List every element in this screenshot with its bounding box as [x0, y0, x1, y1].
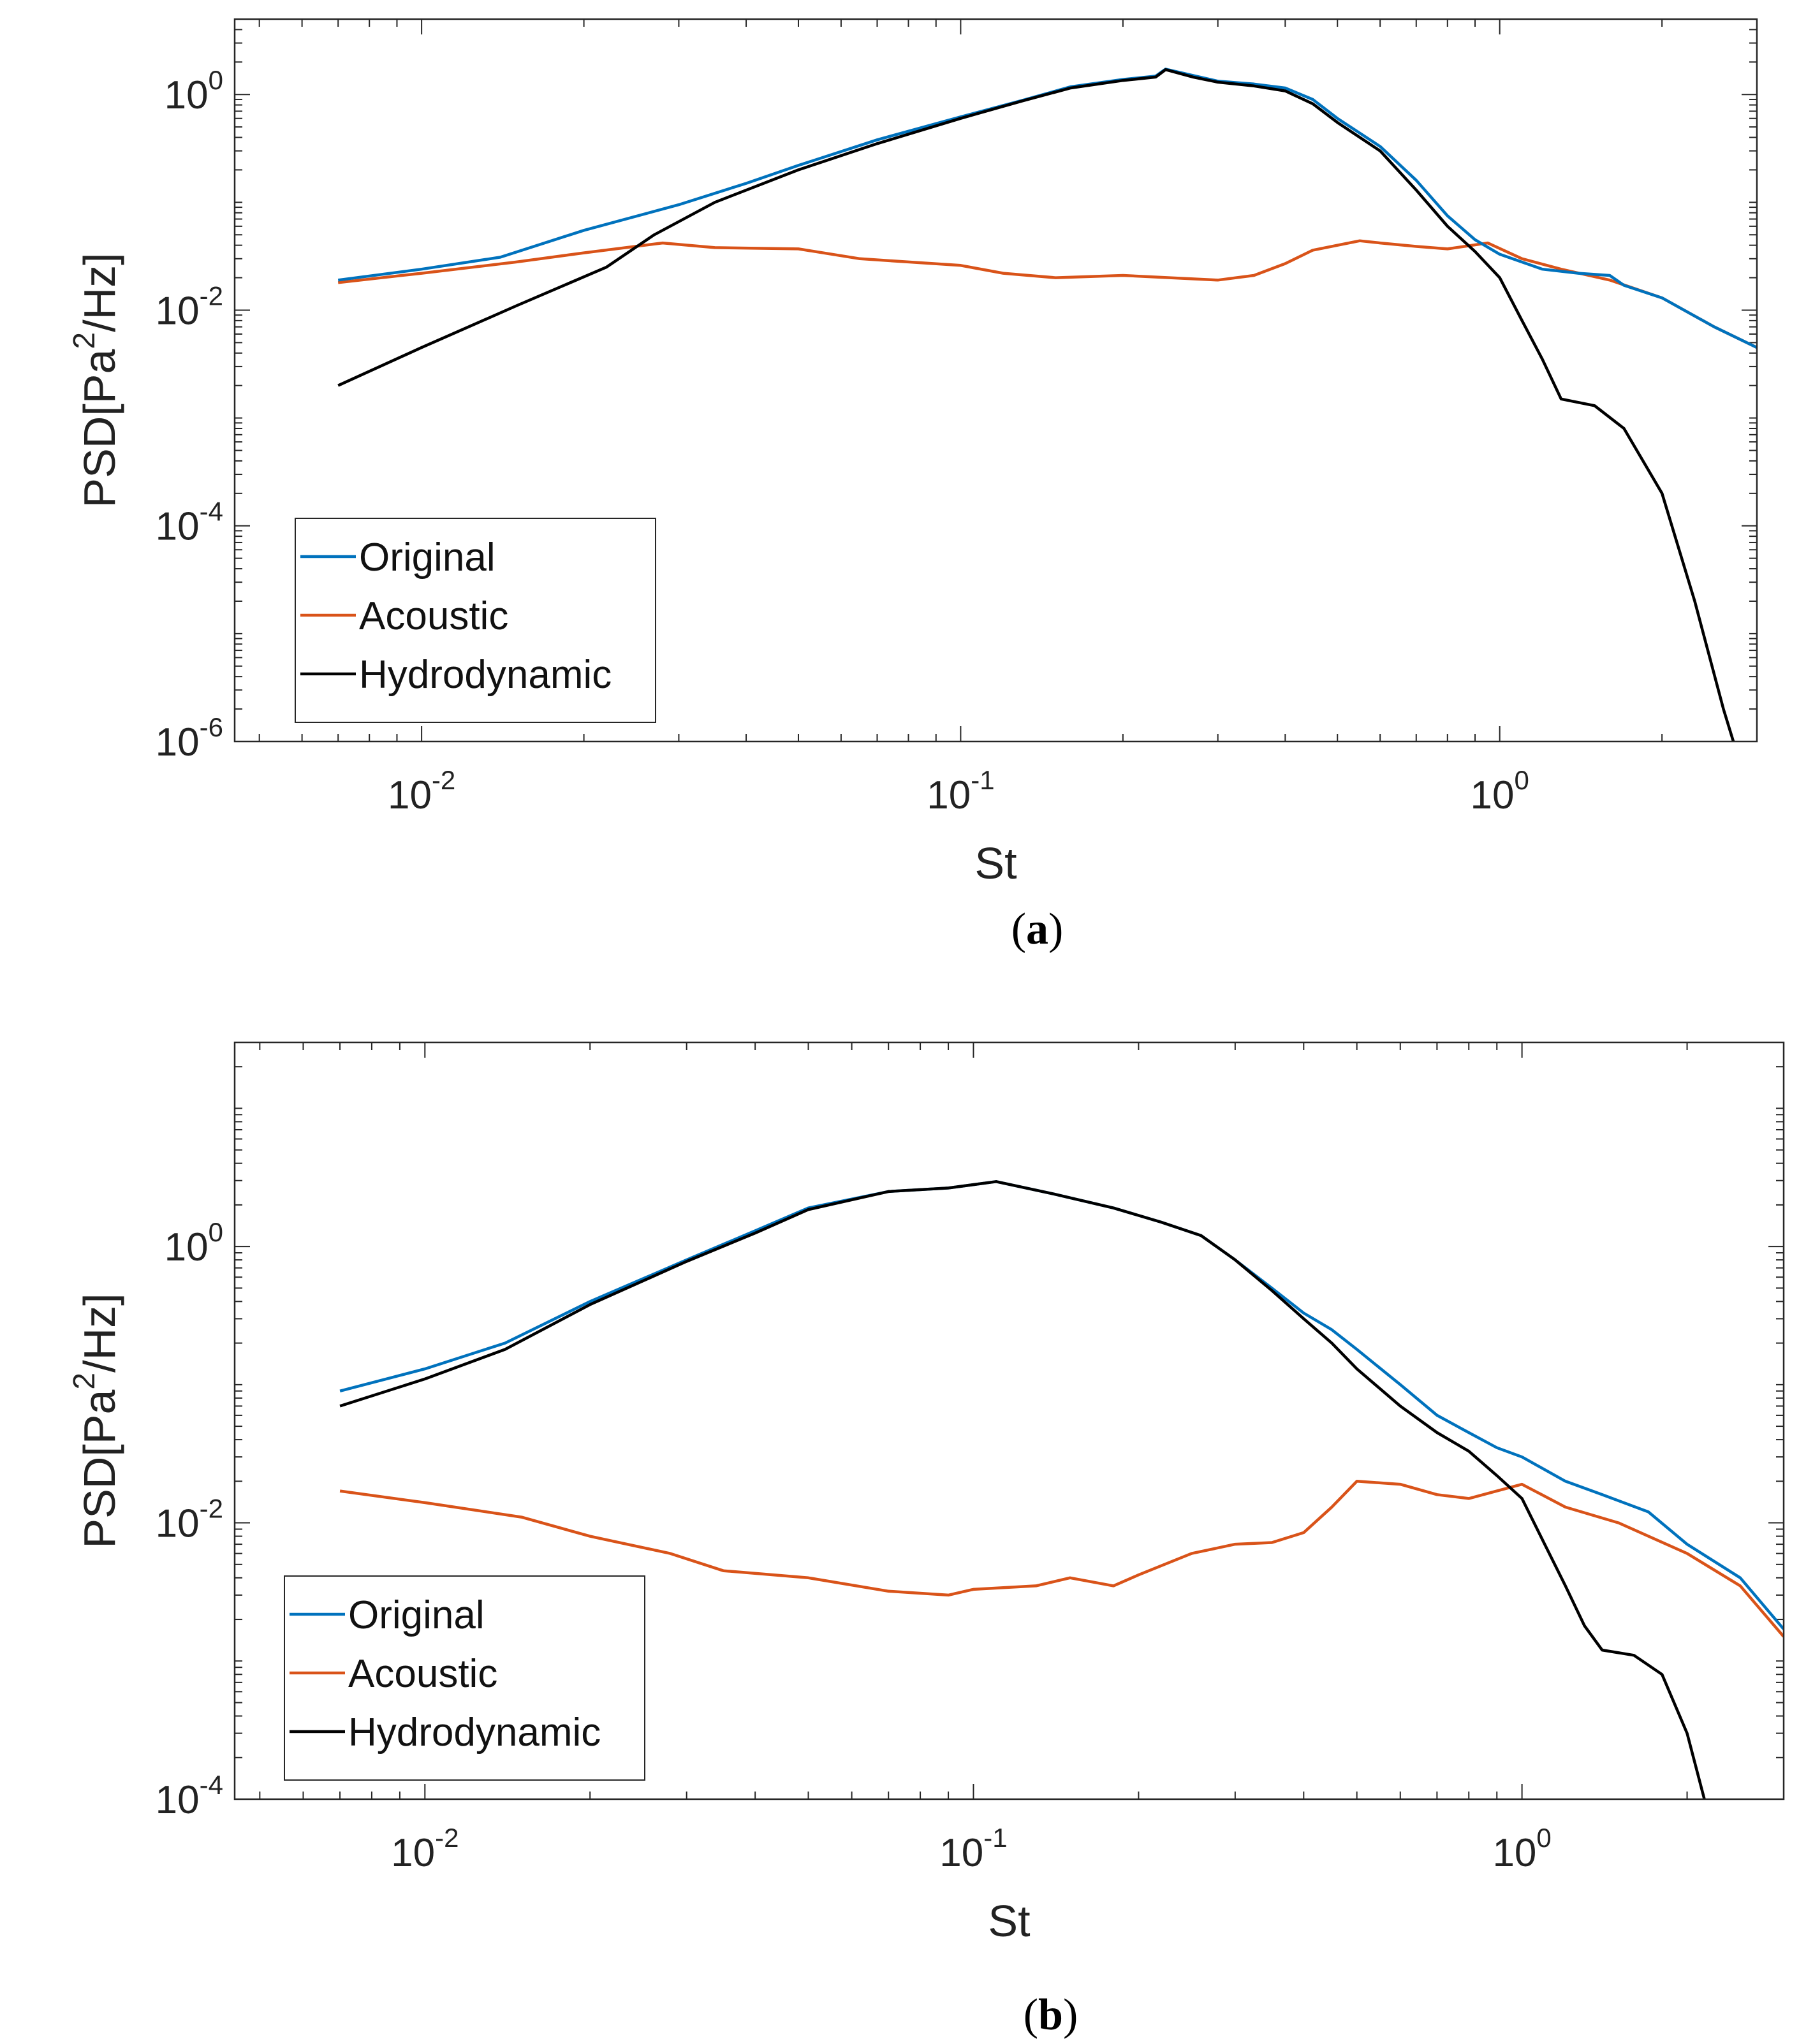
y-axis-label-superscript: 2 [68, 1373, 101, 1390]
caption-open-paren: ( [1011, 905, 1026, 954]
series-line-acoustic [337, 239, 1757, 349]
y-axis-label-superscript: 2 [68, 332, 101, 349]
panel-a: 10-2 10-1 10010-610-410-2100StPSD[Pa2/Hz]O… [68, 18, 1758, 954]
x-tick-exponent: 0 [1536, 1823, 1551, 1853]
axes-frame [233, 18, 1758, 743]
y-axis-label: PSD[Pa2/Hz] [68, 252, 124, 507]
legend-label-hydrodynamic: Hydrodynamic [348, 1711, 601, 1755]
y-tick-label: 10-6 [156, 712, 223, 764]
panel-b: 10-2 10-1 10010-410-2100StPSD[Pa2/Hz]Origi… [68, 1041, 1785, 2040]
y-tick-exponent: -2 [200, 1494, 223, 1524]
legend-label-hydrodynamic: Hydrodynamic [359, 653, 612, 697]
legend-label-acoustic: Acoustic [359, 594, 508, 638]
series-line-original [337, 68, 1757, 349]
x-tick-base: 10 [391, 1831, 435, 1875]
y-tick-exponent: -4 [200, 497, 223, 527]
y-tick-exponent: -4 [200, 1770, 223, 1800]
y-tick-base: 10 [156, 289, 200, 333]
axes-frame [233, 1041, 1785, 1800]
y-tick-label: 10-2 [156, 281, 223, 333]
x-tick-label: 100 [1471, 765, 1529, 817]
y-axis-label: PSD[Pa2/Hz] [68, 1293, 124, 1548]
y-tick-base: 10 [156, 1502, 200, 1546]
x-tick-exponent: 0 [1515, 765, 1529, 795]
caption-close-paren: ) [1048, 905, 1063, 954]
x-minor-ticks [258, 19, 1758, 741]
y-tick-exponent: -6 [200, 712, 223, 742]
y-axis-label-main: PSD[Pa [75, 349, 124, 508]
y-tick-base: 10 [165, 73, 209, 117]
y-tick-label: 100 [165, 1217, 223, 1269]
caption-label: a [1026, 905, 1048, 954]
series-line-hydrodynamic [339, 1180, 1706, 1799]
y-tick-base: 10 [156, 505, 200, 549]
y-minor-ticks [235, 18, 1757, 742]
y-tick-exponent: -2 [200, 281, 223, 310]
series-line-hydrodynamic [337, 68, 1735, 741]
x-tick-base: 10 [939, 1831, 983, 1875]
x-tick-label: 100 [1492, 1823, 1551, 1875]
legend: Original Acoustic Hydrodynamic [295, 518, 656, 723]
legend: Original Acoustic Hydrodynamic [284, 1575, 645, 1781]
y-tick-exponent: 0 [209, 65, 223, 95]
legend-label-acoustic: Acoustic [348, 1652, 497, 1696]
y-tick-base: 10 [156, 720, 200, 764]
y-axis-label-tail: /Hz] [75, 1293, 124, 1372]
x-tick-label: 10-1 [927, 765, 994, 817]
x-tick-exponent: -1 [983, 1823, 1007, 1853]
x-tick-base: 10 [1492, 1831, 1536, 1875]
panel-caption: (b) [1024, 1990, 1078, 2040]
x-tick-base: 10 [927, 773, 971, 817]
legend-box [284, 1575, 645, 1781]
x-tick-label: 10-2 [391, 1823, 459, 1875]
x-tick-exponent: -2 [432, 765, 455, 795]
x-minor-ticks [259, 1042, 1784, 1799]
y-tick-label: 100 [165, 65, 223, 117]
panel-caption: (a) [1011, 905, 1064, 954]
x-tick-label: 10-2 [388, 765, 455, 817]
y-tick-label: 10-2 [156, 1494, 223, 1546]
y-tick-exponent: 0 [209, 1217, 223, 1247]
x-axis-label: St [974, 838, 1017, 888]
y-axis-label-main: PSD[Pa [75, 1390, 124, 1549]
y-tick-base: 10 [165, 1225, 209, 1269]
caption-close-paren: ) [1063, 1990, 1078, 2040]
x-tick-label: 10-1 [939, 1823, 1007, 1875]
x-tick-base: 10 [388, 773, 432, 817]
y-axis-label-tail: /Hz] [75, 252, 124, 332]
caption-label: b [1038, 1990, 1063, 2040]
series-line-acoustic [339, 1480, 1784, 1638]
legend-box [295, 518, 656, 723]
y-tick-label: 10-4 [156, 497, 223, 549]
legend-label-original: Original [359, 536, 496, 580]
x-axis-label: St [988, 1896, 1030, 1946]
x-tick-exponent: -2 [435, 1823, 459, 1853]
x-tick-exponent: -1 [971, 765, 994, 795]
caption-open-paren: ( [1024, 1990, 1038, 2040]
legend-label-original: Original [348, 1593, 485, 1637]
x-tick-base: 10 [1471, 773, 1515, 817]
y-tick-base: 10 [156, 1778, 200, 1822]
y-tick-label: 10-4 [156, 1770, 223, 1822]
